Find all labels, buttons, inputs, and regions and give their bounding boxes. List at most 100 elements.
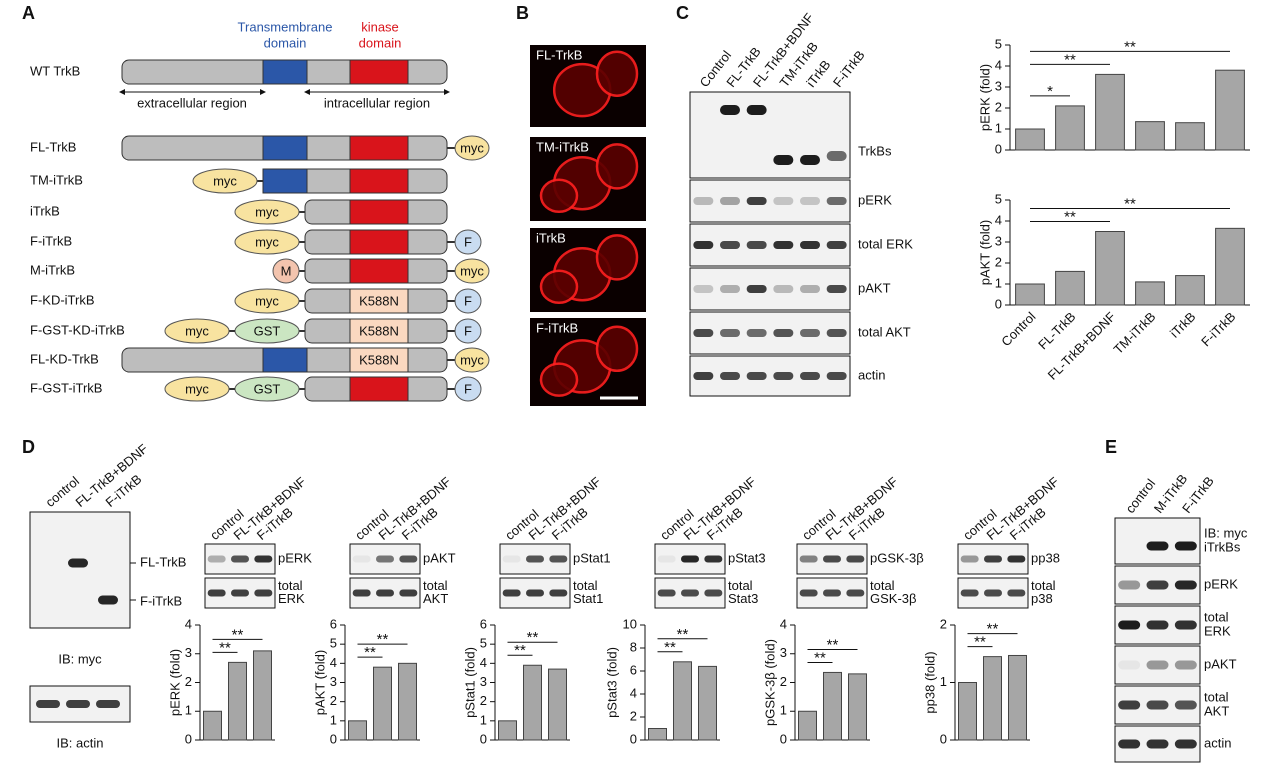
significance-label: ** xyxy=(527,629,539,646)
band xyxy=(376,589,394,597)
blot-label: p38 xyxy=(1031,591,1053,606)
band xyxy=(1174,660,1197,670)
band xyxy=(1174,541,1197,551)
significance-label: * xyxy=(1047,83,1053,100)
band xyxy=(746,241,767,249)
y-tick-label: 2 xyxy=(185,674,192,689)
bar xyxy=(1135,281,1165,306)
mutation-label: K588N xyxy=(359,323,399,338)
construct-name: F-KD-iTrkB xyxy=(30,292,95,307)
band xyxy=(746,329,767,337)
blot-label: total xyxy=(573,578,598,593)
tag-label: myc xyxy=(255,204,279,219)
band xyxy=(352,589,371,597)
bar xyxy=(958,682,977,741)
band xyxy=(1174,620,1197,630)
row-label: total xyxy=(1204,609,1229,624)
band xyxy=(1007,555,1026,563)
y-tick-label: 5 xyxy=(995,191,1002,206)
x-tick-label: Control xyxy=(998,309,1038,349)
kinase-domain xyxy=(349,135,409,161)
band xyxy=(773,155,794,165)
band xyxy=(254,589,273,597)
mutation-label: K588N xyxy=(359,293,399,308)
band xyxy=(1146,739,1169,749)
significance-label: ** xyxy=(1064,51,1076,68)
band xyxy=(549,589,568,597)
significance-label: ** xyxy=(232,626,244,643)
y-tick-label: 3 xyxy=(995,78,1002,93)
band xyxy=(1146,541,1169,551)
band xyxy=(704,555,723,563)
significance-label: ** xyxy=(974,634,986,651)
band xyxy=(526,589,544,597)
region-label: extracellular region xyxy=(137,95,247,110)
band xyxy=(720,197,740,205)
band xyxy=(1118,660,1141,670)
blot-label: total xyxy=(728,578,753,593)
band xyxy=(681,589,699,597)
bar xyxy=(1095,231,1125,306)
significance-label: ** xyxy=(514,642,526,659)
band xyxy=(799,589,818,597)
y-tick-label: 3 xyxy=(185,645,192,660)
band xyxy=(1146,620,1169,630)
cell xyxy=(539,269,579,305)
y-tick-label: 6 xyxy=(480,616,487,631)
band xyxy=(720,105,740,115)
y-tick-label: 0 xyxy=(995,141,1002,156)
band xyxy=(526,555,544,563)
band xyxy=(1174,580,1197,590)
significance-label: ** xyxy=(1124,195,1136,212)
significance-label: ** xyxy=(1064,208,1076,225)
y-tick-label: 4 xyxy=(480,655,487,670)
row-label: pERK xyxy=(858,192,892,207)
y-tick-label: 1 xyxy=(940,674,947,689)
y-tick-label: 4 xyxy=(330,655,337,670)
bar xyxy=(1015,128,1045,151)
band xyxy=(36,700,60,708)
construct-name: F-GST-KD-iTrkB xyxy=(30,322,125,337)
bar xyxy=(648,728,667,741)
significance-label: ** xyxy=(364,644,376,661)
band xyxy=(984,589,1002,597)
band xyxy=(826,329,847,337)
tag-label: GST xyxy=(254,323,281,338)
y-tick-label: 8 xyxy=(630,639,637,654)
y-tick-label: 3 xyxy=(480,674,487,689)
panel-label: D xyxy=(22,437,35,457)
y-tick-label: 4 xyxy=(780,616,787,631)
cell xyxy=(595,234,639,281)
tm-domain xyxy=(262,135,308,161)
tag-label: F xyxy=(464,381,472,396)
panel-label: B xyxy=(516,3,529,23)
row-label: total xyxy=(1204,689,1229,704)
blot-frame xyxy=(1114,645,1201,685)
cell xyxy=(595,143,639,190)
tm-label: Transmembrane xyxy=(238,19,333,34)
bar xyxy=(398,662,417,741)
y-axis-label: pAKT (fold) xyxy=(312,650,327,716)
y-tick-label: 3 xyxy=(995,233,1002,248)
tag xyxy=(234,229,300,255)
kinase-label: domain xyxy=(359,35,402,50)
region-label: intracellular region xyxy=(324,95,430,110)
x-tick-label: TM-iTrkB xyxy=(1111,309,1159,357)
y-axis-label: pAKT (fold) xyxy=(977,220,992,286)
blot-frame xyxy=(689,179,851,223)
y-tick-label: 5 xyxy=(330,636,337,651)
blot-label: total xyxy=(278,578,303,593)
tag-label: myc xyxy=(460,140,484,155)
y-tick-label: 2 xyxy=(940,616,947,631)
tag xyxy=(454,288,482,314)
bar xyxy=(848,673,867,741)
ib-label: IB: actin xyxy=(57,735,104,750)
band xyxy=(1118,739,1141,749)
band xyxy=(800,372,820,380)
band xyxy=(1118,620,1141,630)
band xyxy=(254,555,273,563)
significance-label: ** xyxy=(377,631,389,648)
tm-label: domain xyxy=(264,35,307,50)
band xyxy=(1174,700,1197,710)
band xyxy=(800,329,820,337)
